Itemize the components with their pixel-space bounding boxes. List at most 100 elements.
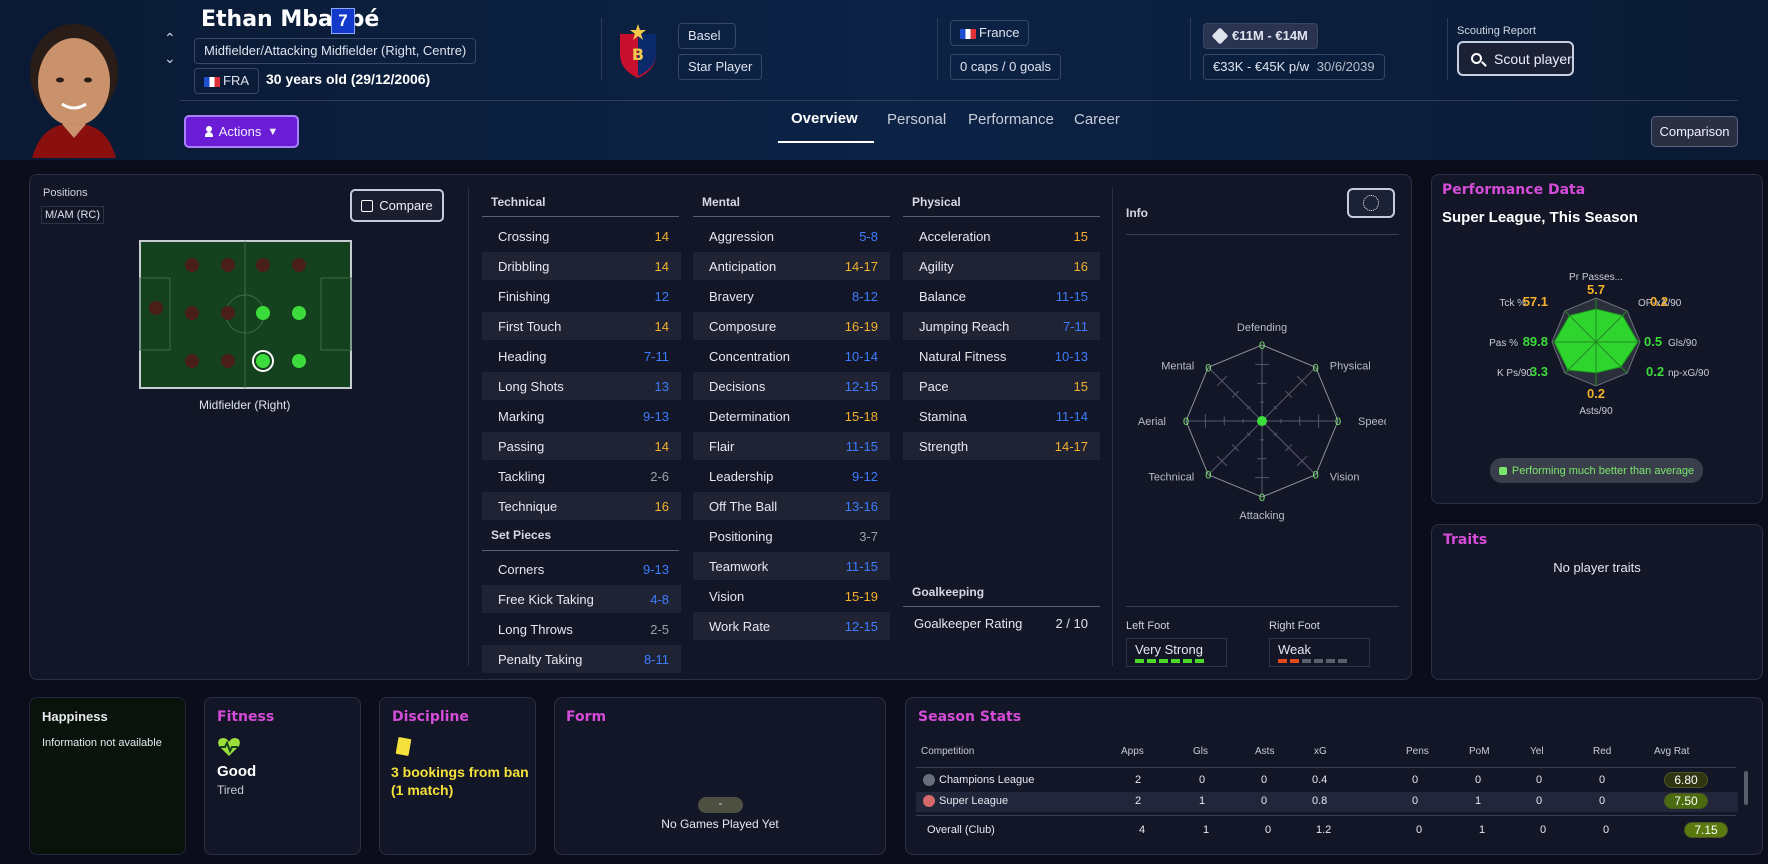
- attribute-row[interactable]: Positioning 3-7: [693, 522, 890, 550]
- position-caption: Midfielder (Right): [199, 398, 291, 412]
- attribute-row[interactable]: Aggression 5-8: [693, 222, 890, 250]
- season-stats-header[interactable]: Red: [1593, 746, 1612, 757]
- attribute-value: 9-12: [851, 468, 878, 484]
- performance-value: 57.1: [1523, 294, 1548, 309]
- attribute-row[interactable]: Natural Fitness 10-13: [903, 342, 1100, 370]
- attribute-row[interactable]: Bravery 8-12: [693, 282, 890, 310]
- form-text: No Games Played Yet: [661, 817, 779, 831]
- compare-button[interactable]: Compare: [350, 189, 444, 222]
- tab-overview[interactable]: Overview: [791, 110, 858, 127]
- attribute-row[interactable]: Finishing 12: [482, 282, 681, 310]
- competition-name[interactable]: Overall (Club): [927, 824, 995, 836]
- attribute-row[interactable]: Marking 9-13: [482, 402, 681, 430]
- discipline-card: [379, 697, 536, 855]
- competition-name[interactable]: Super League: [939, 795, 1009, 807]
- attribute-row[interactable]: Off The Ball 13-16: [693, 492, 890, 520]
- attribute-row[interactable]: Decisions 12-15: [693, 372, 890, 400]
- scout-player-button[interactable]: Scout player: [1457, 41, 1574, 76]
- attribute-row[interactable]: Penalty Taking 8-11: [482, 645, 681, 673]
- attribute-row[interactable]: Corners 9-13: [482, 555, 681, 583]
- radar-tick: [1273, 405, 1278, 410]
- attribute-row[interactable]: Leadership 9-12: [693, 462, 890, 490]
- attribute-label: Dribbling: [498, 258, 550, 274]
- club-name[interactable]: Basel: [678, 23, 736, 49]
- season-stats-header[interactable]: Pens: [1406, 746, 1429, 757]
- attribute-label: Positioning: [709, 528, 773, 544]
- attribute-row[interactable]: Stamina 11-14: [903, 402, 1100, 430]
- attribute-row[interactable]: First Touch 14: [482, 312, 681, 340]
- attribute-row[interactable]: Work Rate 12-15: [693, 612, 890, 640]
- prev-player-button[interactable]: ⌃: [164, 30, 176, 46]
- season-stats-header[interactable]: Apps: [1121, 746, 1144, 757]
- season-stats-header[interactable]: PoM: [1469, 746, 1490, 757]
- attribute-row[interactable]: Technique 16: [482, 492, 681, 520]
- attribute-value: 8-12: [851, 288, 878, 304]
- season-stats-card: [905, 697, 1763, 855]
- attribute-row[interactable]: Composure 16-19: [693, 312, 890, 340]
- radar-tick: [1246, 405, 1251, 410]
- attribute-label: Decisions: [709, 378, 766, 394]
- season-stats-header[interactable]: xG: [1314, 746, 1327, 757]
- season-stats-header[interactable]: Avg Rat: [1654, 746, 1690, 757]
- attribute-value: 16: [654, 498, 669, 514]
- radar-label: Physical: [1330, 360, 1371, 372]
- radar-tick: [1216, 375, 1228, 387]
- season-stats-header[interactable]: Gls: [1193, 746, 1208, 757]
- divider: [937, 18, 938, 80]
- performance-label: Pr Passes...: [1569, 272, 1623, 283]
- goalkeeper-rating-label: Goalkeeper Rating: [914, 615, 1023, 631]
- attribute-row[interactable]: Free Kick Taking 4-8: [482, 585, 681, 613]
- attribute-label: Corners: [498, 561, 545, 577]
- attribute-row[interactable]: Dribbling 14: [482, 252, 681, 280]
- radar-settings-button[interactable]: [1347, 188, 1395, 218]
- attribute-label: Leadership: [709, 468, 774, 484]
- scrollbar[interactable]: [1744, 771, 1748, 805]
- attribute-row[interactable]: Flair 11-15: [693, 432, 890, 460]
- attribute-row[interactable]: Determination 15-18: [693, 402, 890, 430]
- divider: [916, 815, 1736, 816]
- attribute-label: Tackling: [498, 468, 545, 484]
- attribute-row[interactable]: Jumping Reach 7-11: [903, 312, 1100, 340]
- competition-name[interactable]: Champions League: [939, 774, 1035, 786]
- left-foot-box: Very Strong: [1126, 638, 1227, 667]
- attribute-label: Work Rate: [709, 618, 771, 634]
- attribute-row[interactable]: Concentration 10-14: [693, 342, 890, 370]
- attribute-row[interactable]: Anticipation 14-17: [693, 252, 890, 280]
- attribute-value: 7-11: [643, 348, 669, 364]
- nation-pill[interactable]: France: [950, 20, 1030, 46]
- attribute-row[interactable]: Balance 11-15: [903, 282, 1100, 310]
- tab-personal[interactable]: Personal: [887, 111, 947, 128]
- attribute-row[interactable]: Heading 7-11: [482, 342, 681, 370]
- stat-cell: 0: [1603, 824, 1610, 836]
- season-stats-header[interactable]: Competition: [921, 746, 975, 757]
- attribute-row[interactable]: Agility 16: [903, 252, 1100, 280]
- svg-text:B: B: [632, 45, 644, 64]
- attribute-row[interactable]: Teamwork 11-15: [693, 552, 890, 580]
- scouting-report-label: Scouting Report: [1457, 25, 1536, 37]
- attribute-label: Determination: [709, 408, 790, 424]
- attribute-row[interactable]: Long Shots 13: [482, 372, 681, 400]
- attribute-row[interactable]: Passing 14: [482, 432, 681, 460]
- attribute-row[interactable]: Acceleration 15: [903, 222, 1100, 250]
- attribute-label: Flair: [709, 438, 735, 454]
- form-title: Form: [566, 709, 607, 725]
- next-player-button[interactable]: ⌄: [164, 50, 176, 66]
- comparison-button[interactable]: Comparison: [1651, 116, 1738, 147]
- season-stats-header[interactable]: Yel: [1530, 746, 1544, 757]
- wage-contract: €33K - €45K p/w 30/6/2039: [1203, 54, 1385, 80]
- attribute-row[interactable]: Crossing 14: [482, 222, 681, 250]
- attribute-row[interactable]: Long Throws 2-5: [482, 615, 681, 643]
- actions-button[interactable]: Actions ▼: [184, 115, 299, 148]
- stat-cell: 0: [1265, 824, 1272, 836]
- tab-career[interactable]: Career: [1074, 111, 1120, 128]
- divider: [916, 767, 1736, 768]
- attribute-row[interactable]: Strength 14-17: [903, 432, 1100, 460]
- attribute-row[interactable]: Pace 15: [903, 372, 1100, 400]
- fitness-card: [204, 697, 361, 855]
- tab-performance[interactable]: Performance: [968, 111, 1054, 128]
- positions-label: Positions: [43, 187, 88, 199]
- season-stats-header[interactable]: Asts: [1255, 746, 1275, 757]
- technical-title: Technical: [491, 195, 546, 209]
- attribute-row[interactable]: Tackling 2-6: [482, 462, 681, 490]
- attribute-row[interactable]: Vision 15-19: [693, 582, 890, 610]
